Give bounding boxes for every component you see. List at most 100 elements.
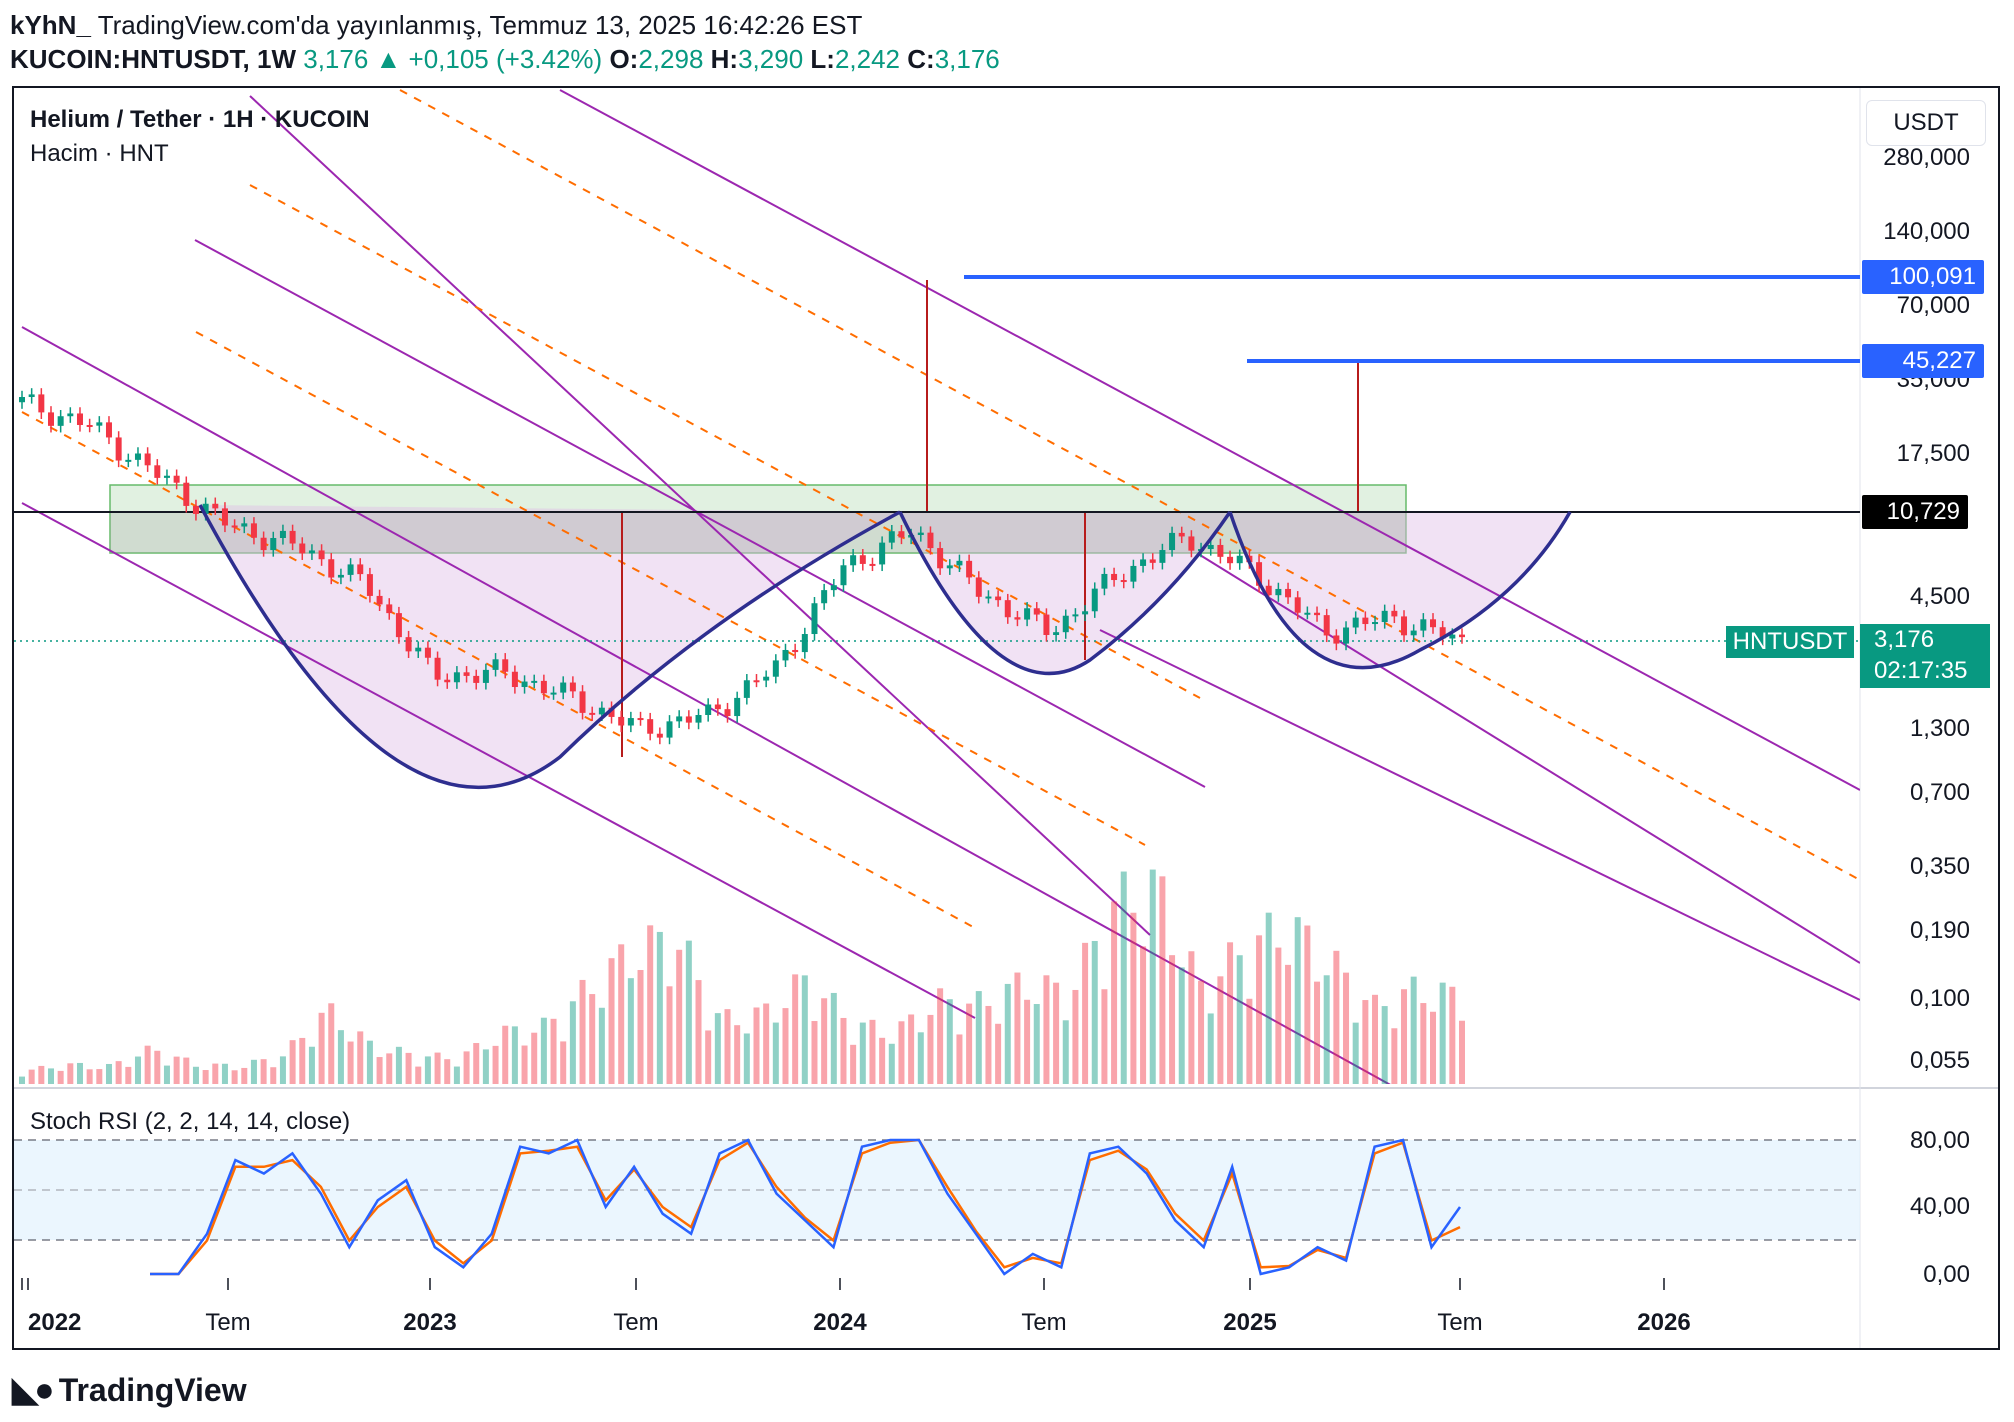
candle-body — [879, 542, 886, 565]
candle-body — [67, 413, 74, 417]
candle-body — [241, 523, 248, 527]
close-label: C: — [907, 44, 935, 74]
price-tick-label: 0,055 — [1910, 1047, 1970, 1074]
volume-bar — [183, 1057, 190, 1084]
candle-body — [676, 716, 683, 722]
candle-body — [1430, 619, 1437, 628]
candle-body — [1265, 585, 1272, 596]
tradingview-logo[interactable]: ◣● TradingView — [12, 1370, 247, 1410]
candle-body — [1362, 617, 1369, 625]
candle-body — [1149, 559, 1156, 563]
candle-body — [1275, 588, 1282, 596]
candle-body — [579, 691, 586, 713]
symbol-line: KUCOIN:HNTUSDT, 1W 3,176 ▲ +0,105 (+3.42… — [10, 44, 1000, 75]
volume-bar — [1343, 972, 1350, 1084]
price-tick-label: 0,700 — [1910, 779, 1970, 806]
volume-bar — [1410, 976, 1417, 1084]
volume-bar — [550, 1018, 557, 1084]
candle-body — [395, 613, 402, 638]
candle-body — [1343, 627, 1350, 644]
volume-bar — [1420, 1003, 1427, 1084]
channel-line — [21, 502, 976, 1019]
candle-body — [434, 657, 441, 680]
volume-bar — [357, 1031, 364, 1084]
volume-legend[interactable]: Hacim · HNT — [30, 140, 169, 167]
price-tick-label: 70,000 — [1897, 292, 1970, 319]
symbol-name[interactable]: KUCOIN:HNTUSDT, 1W — [10, 44, 296, 74]
candle-body — [328, 559, 335, 578]
chart-legend-title[interactable]: Helium / Tether · 1H · KUCOIN — [30, 106, 370, 133]
candle-body — [1188, 536, 1195, 551]
candle-body — [482, 669, 489, 683]
volume-bar — [859, 1022, 866, 1084]
volume-bar — [299, 1037, 306, 1084]
candle-body — [589, 712, 596, 715]
candle-body — [1043, 614, 1050, 635]
candle-body — [763, 676, 770, 681]
chart-frame[interactable] — [12, 86, 2000, 1350]
volume-bar — [76, 1062, 83, 1084]
currency-button[interactable]: USDT — [1866, 100, 1986, 146]
volume-bar — [57, 1070, 64, 1084]
candle-body — [250, 523, 257, 538]
candle-body — [134, 453, 141, 460]
volume-bar — [1140, 946, 1147, 1084]
candle-body — [753, 680, 760, 683]
candle-body — [695, 715, 702, 723]
candle-body — [1333, 635, 1340, 644]
candle-body — [231, 525, 238, 528]
candle-body — [502, 659, 509, 672]
candle-body — [627, 718, 634, 726]
price-tick-label: 4,500 — [1910, 583, 1970, 610]
volume-bar — [879, 1037, 886, 1084]
volume-bar — [1043, 975, 1050, 1084]
candle-body — [318, 550, 325, 560]
volume-bar — [1285, 964, 1292, 1084]
stoch-legend[interactable]: Stoch RSI (2, 2, 14, 14, close) — [30, 1108, 351, 1135]
volume-bar — [821, 998, 828, 1084]
time-tick-label: Tem — [1021, 1309, 1066, 1336]
volume-bar — [608, 958, 615, 1084]
candle-body — [1401, 616, 1408, 636]
open-value: 2,298 — [638, 44, 704, 74]
candle-body — [850, 555, 857, 566]
volume-bar — [221, 1063, 228, 1084]
channel-line — [21, 326, 1391, 1084]
stoch-series — [150, 1138, 1462, 1276]
candle-body — [173, 475, 180, 483]
volume-bar — [125, 1066, 132, 1084]
candle-body — [956, 560, 963, 566]
volume-bar — [502, 1025, 509, 1084]
author-name[interactable]: kYhN_ — [10, 10, 91, 40]
volume-bar — [1401, 989, 1408, 1084]
volume-bar — [289, 1040, 296, 1084]
symbol-tag: HNTUSDT — [1726, 626, 1854, 658]
candle-body — [415, 647, 422, 652]
candle-body — [859, 555, 866, 564]
volume-bar — [1033, 1004, 1040, 1084]
candle-body — [289, 530, 296, 544]
candle-body — [1227, 556, 1234, 564]
volume-bar — [241, 1067, 248, 1084]
volume-bar — [1101, 989, 1108, 1084]
volume-bar — [192, 1066, 199, 1084]
volume-bar — [772, 1022, 779, 1084]
candle-body — [975, 577, 982, 597]
volume-bar — [144, 1045, 151, 1084]
candle-body — [1101, 573, 1108, 589]
volume-bar — [966, 1003, 973, 1084]
volume-bar — [1449, 986, 1456, 1084]
cup-fill-3 — [1230, 512, 1570, 668]
volume-bar — [1169, 955, 1176, 1084]
volume-bar — [1275, 947, 1282, 1084]
candle-body — [1091, 588, 1098, 612]
candle-body — [1207, 544, 1214, 550]
volume-bar — [67, 1063, 74, 1084]
candle-body — [1449, 634, 1456, 639]
candle-body — [105, 422, 112, 438]
candle-body — [38, 394, 45, 413]
volume-bar — [231, 1070, 238, 1084]
level-label-2: 45,227 — [1862, 344, 1984, 378]
channel-line — [249, 95, 1151, 936]
